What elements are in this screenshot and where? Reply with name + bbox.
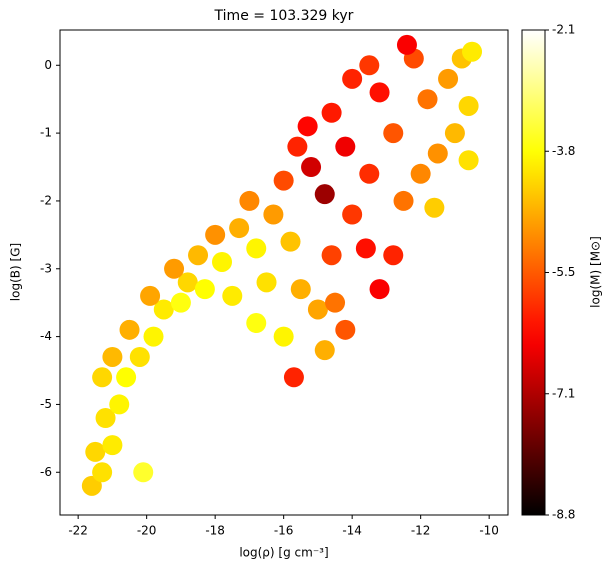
point [335,319,356,340]
y-tick-label: -4 [40,329,52,343]
y-tick-label: -3 [40,261,52,275]
point [458,95,479,116]
point [273,170,294,191]
point [129,346,150,367]
point [280,231,301,252]
point [301,157,322,178]
point [81,475,102,496]
point [424,197,445,218]
point [342,68,363,89]
point [109,394,130,415]
point [359,163,380,184]
point [102,435,123,456]
y-tick-label: -5 [40,397,52,411]
point [314,184,335,205]
x-tick-label: -20 [137,524,157,538]
point [325,292,346,313]
point [342,204,363,225]
points [81,34,483,496]
colorbar-tick-label: -8.8 [552,508,575,522]
point [194,279,215,300]
point [307,299,328,320]
y-tick-label: -6 [40,465,52,479]
x-tick-label: -14 [342,524,362,538]
point [92,367,113,388]
point [85,441,106,462]
point [119,319,140,340]
point [133,462,154,483]
point [396,34,417,55]
point [177,272,198,293]
x-tick-label: -22 [68,524,88,538]
point [410,163,431,184]
point [321,245,342,266]
point [359,55,380,76]
point [116,367,137,388]
point [314,340,335,361]
point [290,279,311,300]
point [239,190,260,211]
x-tick-label: -18 [205,524,225,538]
point [458,150,479,171]
point [335,136,356,157]
point [246,313,267,334]
colorbar-tick-label: -7.1 [552,386,575,400]
point [229,218,250,239]
y-tick-label: -1 [40,126,52,140]
y-tick-label: -2 [40,193,52,207]
point [427,143,448,164]
point [170,292,191,313]
point [417,89,438,110]
point [297,116,318,137]
point [102,346,123,367]
point [95,408,116,428]
point [369,279,390,300]
point [287,136,308,157]
point [212,251,233,272]
colorbar-label: log(M) [M⊙] [589,236,603,308]
point [246,238,267,259]
y-axis-label: log(B) [G] [9,243,23,301]
point [438,68,459,89]
point [273,326,294,347]
point [321,102,342,123]
point [143,326,164,347]
point [283,367,304,388]
point [444,123,465,144]
point [393,190,414,211]
point [92,462,113,483]
colorbar [522,30,545,515]
colorbar-tick-label: -2.1 [552,23,575,37]
point [263,204,284,225]
point [153,299,174,320]
y-tick-label: 0 [44,58,52,72]
point [256,272,277,293]
point [383,123,404,144]
colorbar-tick-label: -3.8 [552,144,575,158]
point [140,285,161,306]
point [383,245,404,266]
x-tick-label: -12 [411,524,431,538]
plot-frame [59,29,509,516]
point [462,41,483,62]
x-tick-label: -10 [479,524,499,538]
point [164,258,185,279]
point [222,285,243,306]
colorbar-tick-label: -5.5 [552,265,575,279]
point [369,82,390,103]
point [205,224,226,245]
chart-title: Time = 103.329 kyr [214,8,354,24]
point [188,245,209,266]
x-axis-label: log(ρ) [g cm⁻³] [239,546,328,560]
x-tick-label: -16 [274,524,294,538]
point [355,238,376,259]
